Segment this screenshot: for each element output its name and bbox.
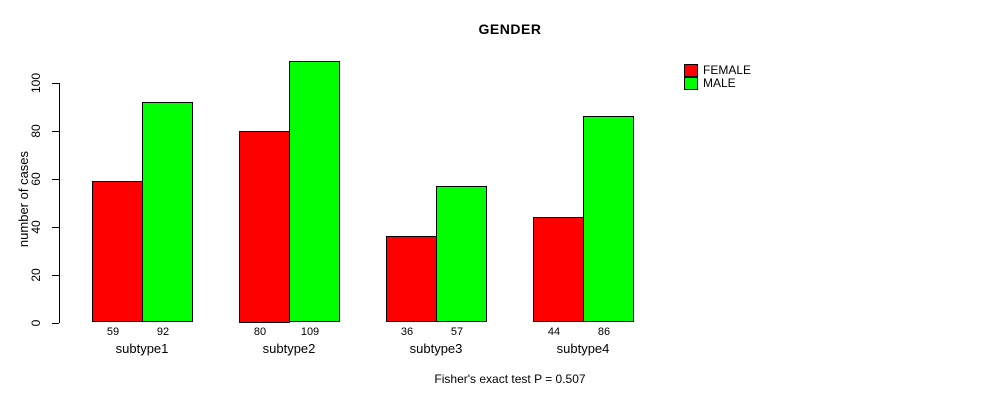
y-tick bbox=[52, 82, 59, 84]
legend: FEMALE MALE bbox=[684, 64, 751, 90]
x-category-label: subtype1 bbox=[115, 341, 169, 356]
y-tick-label: 40 bbox=[29, 219, 43, 234]
bar-value-label: 44 bbox=[547, 326, 561, 338]
y-tick-label: 60 bbox=[29, 171, 43, 186]
male-color-swatch bbox=[684, 77, 698, 90]
legend-item-female: FEMALE bbox=[684, 64, 751, 77]
legend-label-male: MALE bbox=[703, 76, 736, 90]
bar-male-subtype1 bbox=[142, 101, 193, 323]
y-tick bbox=[52, 322, 59, 324]
y-tick bbox=[52, 130, 59, 132]
chart-title: GENDER bbox=[478, 21, 542, 37]
bar-male-subtype3 bbox=[436, 185, 487, 323]
x-category-label: subtype2 bbox=[262, 341, 316, 356]
bar-male-subtype4 bbox=[583, 116, 634, 323]
y-tick bbox=[52, 178, 59, 180]
bar-value-label: 59 bbox=[106, 326, 120, 338]
bar-female-subtype4 bbox=[533, 216, 584, 323]
y-tick bbox=[52, 226, 59, 228]
stat-test-caption: Fisher's exact test P = 0.507 bbox=[434, 372, 586, 386]
y-axis-line bbox=[59, 82, 60, 323]
bar-value-label: 57 bbox=[450, 326, 464, 338]
bar-female-subtype3 bbox=[386, 236, 437, 323]
legend-label-female: FEMALE bbox=[703, 63, 752, 77]
bar-female-subtype1 bbox=[92, 180, 143, 323]
female-color-swatch bbox=[684, 64, 698, 77]
bar-female-subtype2 bbox=[239, 130, 290, 323]
bar-value-label: 36 bbox=[400, 326, 414, 338]
y-tick-label: 20 bbox=[29, 267, 43, 282]
y-tick-label: 80 bbox=[29, 123, 43, 138]
x-category-label: subtype4 bbox=[556, 341, 610, 356]
legend-item-male: MALE bbox=[684, 77, 751, 90]
bar-value-label: 109 bbox=[300, 326, 320, 338]
y-tick bbox=[52, 274, 59, 276]
bar-value-label: 86 bbox=[597, 326, 611, 338]
y-axis-label: number of cases bbox=[16, 150, 31, 248]
y-tick-label: 100 bbox=[29, 72, 43, 93]
bar-value-label: 80 bbox=[253, 326, 267, 338]
bar-male-subtype2 bbox=[289, 60, 340, 323]
bar-value-label: 92 bbox=[156, 326, 170, 338]
x-category-label: subtype3 bbox=[409, 341, 463, 356]
y-tick-label: 0 bbox=[29, 319, 43, 326]
